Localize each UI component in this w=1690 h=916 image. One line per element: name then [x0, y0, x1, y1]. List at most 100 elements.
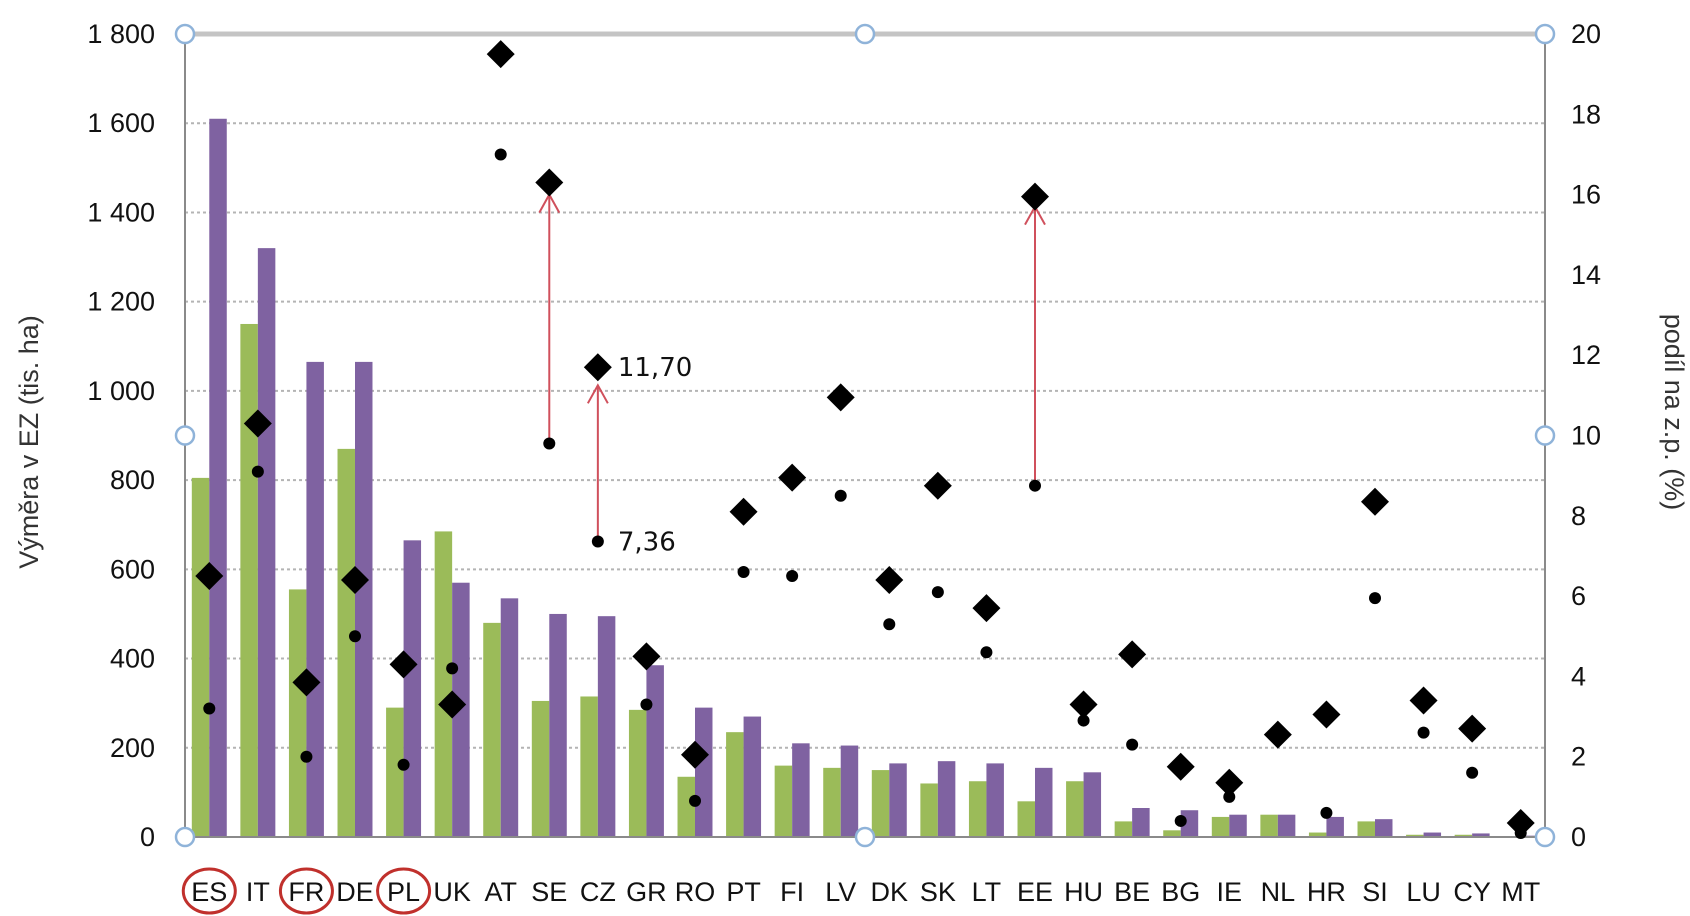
bar	[1066, 781, 1084, 837]
diamond-marker	[1458, 714, 1487, 743]
diamond-marker	[1409, 686, 1438, 715]
bar	[937, 761, 956, 837]
category-label: GR	[626, 877, 667, 907]
bar	[191, 477, 210, 837]
dot-marker	[251, 465, 264, 478]
dot-marker	[689, 794, 701, 807]
diamond-marker	[1166, 752, 1195, 781]
category-labels: ES IT FR DE PL UK AT SE CZ GR RO PT FI LV DK SK LT EE HU BE…	[191, 877, 1540, 907]
selection-handle	[854, 23, 876, 45]
dot-marker	[1223, 790, 1236, 803]
diamond-marker	[632, 642, 661, 671]
category-label: DK	[871, 877, 909, 907]
category-label: HR	[1307, 877, 1346, 907]
diamond-marker	[243, 409, 272, 438]
left-tick-label: 200	[110, 733, 155, 763]
dot-marker	[1320, 806, 1333, 819]
category-label: RO	[675, 877, 716, 907]
selection-handle	[1534, 23, 1556, 45]
bar	[403, 540, 422, 837]
dot-marker	[1466, 766, 1479, 779]
bar	[549, 613, 567, 837]
category-label: CY	[1453, 877, 1491, 907]
left-tick-labels: 0 200 400 600 800 1 000 1 200 1 400 1 600 1 800	[87, 19, 155, 852]
right-tick-label: 18	[1571, 99, 1601, 129]
bar	[968, 781, 987, 837]
dot-marker	[1077, 714, 1090, 727]
bar	[823, 767, 841, 837]
diamond-marker	[681, 740, 709, 769]
dot-marker	[1029, 479, 1041, 492]
category-label: PL	[387, 877, 420, 907]
bar	[483, 622, 501, 837]
highlight-circles	[181, 867, 432, 915]
diamond-marker	[1361, 487, 1389, 516]
highlight-circle	[376, 867, 432, 915]
bar	[986, 763, 1004, 837]
diamond-marker	[583, 353, 612, 382]
left-tick-label: 1 200	[87, 287, 155, 317]
dot-marker	[640, 698, 653, 711]
bar	[1132, 808, 1150, 837]
bar	[920, 783, 938, 837]
right-tick-label: 4	[1571, 661, 1586, 691]
diamond-marker	[1118, 640, 1147, 669]
diamond-marker	[923, 471, 952, 500]
selection-handle	[174, 23, 196, 45]
bar	[792, 743, 810, 837]
category-label: FI	[780, 877, 804, 907]
dot-marker	[1271, 726, 1284, 739]
bar	[580, 696, 598, 837]
dot-marker	[446, 662, 459, 675]
diamond-marker	[195, 562, 224, 591]
left-tick-label: 1 400	[87, 197, 155, 227]
bar	[1163, 830, 1181, 837]
dot-marker	[883, 618, 896, 631]
highlight-circle	[278, 867, 334, 915]
diamond-marker	[875, 566, 904, 595]
bar	[1406, 834, 1424, 837]
category-label: SI	[1362, 877, 1388, 907]
category-label: IE	[1217, 877, 1243, 907]
bar	[774, 765, 793, 837]
bar	[288, 589, 307, 837]
dot-marker	[931, 586, 944, 599]
dot-marker	[980, 646, 993, 659]
bar	[1308, 832, 1327, 837]
bar-series	[191, 118, 1539, 838]
left-axis-title: Výměra v EZ (tis. ha)	[14, 315, 44, 569]
left-tick-label: 0	[140, 822, 155, 852]
bar	[1423, 832, 1442, 837]
diamond-marker	[1215, 768, 1244, 797]
left-tick-label: 800	[110, 465, 155, 495]
diamond-marker	[292, 668, 321, 697]
dot-marker	[737, 566, 750, 579]
bar	[1211, 816, 1230, 837]
left-tick-label: 1 800	[87, 19, 155, 49]
axes	[174, 23, 1556, 848]
dot-marker	[203, 702, 216, 715]
selection-handle	[174, 826, 196, 848]
marker-series	[195, 40, 1535, 839]
bar	[1260, 814, 1278, 837]
dot-marker	[591, 535, 604, 548]
left-tick-label: 600	[110, 554, 155, 584]
category-label: EE	[1017, 877, 1053, 907]
diamond-marker	[341, 566, 369, 595]
category-label: CZ	[580, 877, 616, 907]
bar	[840, 745, 859, 837]
bar	[628, 709, 647, 837]
diamond-marker	[778, 463, 807, 492]
bar	[1454, 834, 1473, 837]
left-tick-label: 1 000	[87, 376, 155, 406]
category-label: SK	[920, 877, 956, 907]
right-tick-label: 8	[1571, 501, 1586, 531]
dot-marker	[397, 758, 410, 771]
diamond-marker	[1506, 808, 1535, 837]
category-label: DE	[336, 877, 374, 907]
dot-marker	[1417, 726, 1430, 739]
bar	[209, 118, 227, 837]
diamond-marker	[389, 650, 418, 679]
right-tick-label: 12	[1571, 340, 1601, 370]
bar	[1035, 767, 1053, 837]
